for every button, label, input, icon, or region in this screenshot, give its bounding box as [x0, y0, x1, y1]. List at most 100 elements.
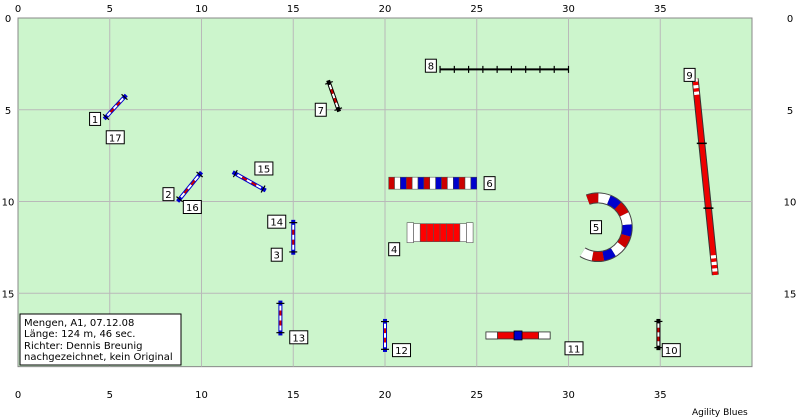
x-tick-label-bottom: 10	[195, 390, 208, 401]
number-label-text: 2	[165, 190, 171, 201]
x-tick-label-bottom: 20	[379, 390, 392, 401]
number-label-box	[683, 67, 696, 82]
tunnel-segment	[413, 223, 421, 242]
brand-label: Agility Blues	[692, 408, 748, 418]
hurdle-stripe	[241, 176, 248, 181]
jump-12	[381, 318, 389, 352]
number-label: 6	[483, 176, 496, 191]
number-label-box	[424, 58, 437, 73]
hurdle-post	[121, 93, 128, 101]
hurdle-post	[260, 185, 266, 193]
number-label: 12	[392, 343, 412, 358]
number-label: 13	[289, 330, 309, 345]
hurdle-stripe	[330, 88, 334, 95]
number-label: 2	[162, 187, 175, 202]
hurdle-post	[232, 169, 238, 178]
tunnel-segment	[621, 224, 632, 237]
obstacle-segment	[406, 176, 413, 190]
hurdle-stripe	[328, 84, 333, 90]
obstacle-segment	[400, 176, 407, 190]
hurdle-post	[102, 113, 110, 121]
number-label-text: 11	[568, 344, 581, 355]
number-label: 4	[388, 242, 401, 256]
number-label-box	[483, 176, 496, 191]
obstacle-numbers: 1 17 2 16 3 14 15 7 8 6 4 5 9 10 11 12 13	[89, 58, 696, 358]
obstacle-segment	[394, 176, 401, 190]
info-line-note: nachgezeichnet, kein Original	[24, 352, 173, 363]
obstacle-segment	[470, 176, 477, 190]
obstacle-segment	[435, 176, 442, 190]
number-label-box	[661, 343, 681, 358]
obstacle-6	[388, 176, 477, 190]
info-box: Mengen, A1, 07.12.08 Länge: 124 m, 46 se…	[19, 313, 182, 366]
tunnel-segment	[419, 223, 428, 242]
info-line-location: Mengen, A1, 07.12.08	[24, 318, 134, 329]
y-tick-label-right: 5	[787, 106, 793, 117]
tunnel-segment	[580, 248, 594, 261]
number-label-text: 7	[318, 106, 324, 117]
hurdle-stripe	[116, 101, 121, 106]
x-tick-label-bottom: 25	[470, 390, 483, 401]
jump-10	[654, 318, 663, 351]
seesaw-contact-zone	[538, 331, 551, 340]
x-tick-label-bottom: 0	[15, 390, 21, 401]
hurdle-stripe	[255, 184, 262, 189]
tunnel-segment	[602, 248, 616, 261]
number-label-text: 3	[274, 251, 280, 262]
y-tick-label-left: 0	[5, 14, 11, 25]
x-tick-label-top: 5	[107, 4, 113, 15]
number-label-text: 15	[258, 164, 271, 175]
jump-13	[276, 300, 285, 336]
number-label-text: 17	[109, 133, 122, 144]
number-label-text: 8	[428, 62, 434, 73]
obstacle-segment	[447, 176, 454, 190]
number-label-text: 16	[186, 203, 199, 214]
number-label: 7	[314, 102, 327, 117]
obstacle-segment	[411, 176, 419, 190]
number-label: 17	[105, 130, 125, 145]
number-label: 15	[254, 161, 274, 176]
y-tick-label-left: 5	[5, 106, 11, 117]
number-label: 11	[564, 341, 584, 356]
jump-2-16	[176, 170, 204, 203]
tunnel-segment	[620, 212, 632, 226]
number-label-box	[267, 214, 287, 229]
number-label-box	[392, 343, 412, 358]
tunnel-segment	[446, 223, 454, 242]
number-label: 3	[270, 247, 283, 262]
number-label: 1	[89, 111, 102, 126]
tunnel-5	[579, 192, 633, 263]
info-box-frame	[19, 313, 182, 366]
number-label-box	[162, 187, 175, 202]
obstacle-segment	[388, 176, 395, 190]
obstacle-segment	[458, 176, 466, 190]
y-tick-label-left: 10	[2, 198, 15, 209]
obstacle-segment	[464, 176, 472, 190]
number-label-box	[564, 341, 584, 356]
tunnel-segment	[617, 233, 631, 248]
number-label: 5	[590, 220, 603, 235]
wall-8	[439, 65, 570, 73]
hurdle-stripe	[335, 102, 339, 108]
tunnel-segment	[466, 222, 474, 243]
number-label: 14	[267, 214, 287, 229]
hurdle-stripe	[236, 173, 243, 179]
number-label-box	[182, 200, 202, 215]
hurdle-stripe	[251, 181, 257, 187]
tunnel-segment	[439, 223, 447, 242]
number-label-box	[89, 111, 102, 126]
hurdle-stripe	[193, 175, 199, 182]
number-label-text: 9	[686, 71, 692, 82]
number-label-text: 5	[593, 223, 599, 234]
tunnel-segment	[426, 223, 434, 242]
number-label-box	[314, 102, 327, 117]
jump-15	[231, 169, 267, 193]
obstacle-segment	[441, 176, 448, 190]
number-label-text: 13	[292, 333, 305, 344]
number-label: 9	[683, 67, 696, 82]
x-tick-label-top: 30	[562, 4, 575, 15]
hurdle-post	[334, 107, 343, 111]
info-line-length: Länge: 124 m, 46 sec.	[24, 329, 135, 340]
